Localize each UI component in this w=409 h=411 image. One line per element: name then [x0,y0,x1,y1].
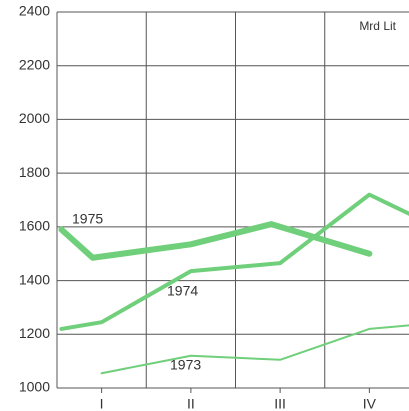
series-line [58,221,373,261]
x-tick-label: I [100,396,104,411]
y-tick-label: 1200 [19,325,50,341]
y-tick-label: 1000 [19,379,50,395]
series-label: 1975 [72,211,103,227]
series-label: 1974 [167,283,198,299]
x-tick-label: III [274,396,286,411]
y-tick-label: 2400 [19,3,50,19]
y-tick-label: 1600 [19,218,50,234]
x-tick-label: II [187,396,195,411]
series-label: 1973 [170,357,201,373]
x-tick-label: IV [363,396,377,411]
unit-label: Mrd Lit [359,19,396,33]
series-line [59,192,409,331]
y-tick-label: 2000 [19,110,50,126]
y-tick-label: 1800 [19,164,50,180]
y-tick-label: 1400 [19,271,50,287]
series-line [100,324,409,375]
y-tick-label: 2200 [19,56,50,72]
